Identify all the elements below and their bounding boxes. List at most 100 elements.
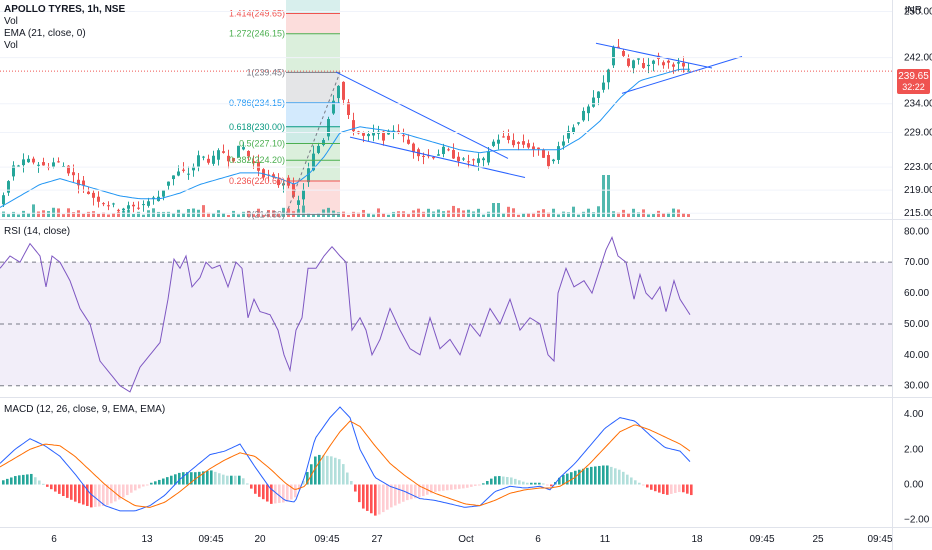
- volume-bar: [182, 213, 185, 217]
- volume-bar: [577, 214, 580, 217]
- candle-body: [672, 64, 675, 67]
- macd-histogram-bar: [266, 484, 269, 502]
- volume-bar: [527, 213, 530, 217]
- legend-ema[interactable]: EMA (21, close, 0): [4, 28, 86, 39]
- candle-body: [552, 159, 555, 162]
- macd-histogram-bar: [374, 484, 377, 516]
- macd-histogram-bar: [154, 481, 157, 485]
- volume-bar: [222, 213, 225, 217]
- candle-body: [302, 189, 305, 200]
- macd-histogram-bar: [558, 477, 561, 485]
- rsi-legend[interactable]: RSI (14, close): [4, 226, 71, 237]
- candle-body: [547, 155, 550, 167]
- macd-histogram-bar: [322, 455, 325, 485]
- macd-histogram-bar: [46, 484, 49, 487]
- volume-bar: [37, 211, 40, 217]
- volume-bar: [237, 214, 240, 217]
- volume-bar: [52, 207, 55, 217]
- macd-histogram-bar: [506, 476, 509, 485]
- volume-bar: [317, 213, 320, 217]
- macd-histogram-bar: [30, 473, 33, 485]
- candle-body: [632, 60, 635, 69]
- macd-histogram-bar: [94, 484, 97, 507]
- candle-body: [332, 100, 335, 114]
- macd-histogram-bar: [210, 470, 213, 485]
- fib-level-label: 0.5(227.10): [239, 139, 285, 149]
- macd-histogram-bar: [334, 457, 337, 485]
- macd-histogram-bar: [586, 467, 589, 485]
- volume-bar: [102, 212, 105, 217]
- volume-bar: [402, 211, 405, 217]
- macd-histogram-bar: [90, 484, 93, 508]
- candle-body: [542, 149, 545, 158]
- macd-legend[interactable]: MACD (12, 26, close, 9, EMA, EMA): [4, 404, 166, 415]
- macd-histogram-bar: [594, 466, 597, 485]
- macd-histogram-bar: [390, 484, 393, 508]
- currency-label[interactable]: INR: [905, 5, 922, 16]
- macd-axis[interactable]: 4.00 2.00 0.00 −2.00: [904, 409, 930, 526]
- time-axis[interactable]: 6 13 09:45 20 09:45 27 Oct 6 11 18 09:45 25 09:45: [51, 534, 893, 545]
- legend-vol[interactable]: Vol: [4, 16, 18, 27]
- candle-body: [177, 171, 180, 176]
- trendlines[interactable]: [335, 42, 743, 178]
- macd-histogram-bar: [278, 484, 281, 503]
- candle-body: [137, 207, 140, 209]
- candle-body: [197, 155, 200, 167]
- price-axis[interactable]: 250.00 242.00 234.00 229.00 223.00 219.00 215.…: [0, 7, 932, 220]
- macd-histogram-bar: [14, 476, 17, 485]
- macd-histogram-bar: [270, 484, 273, 504]
- rsi-axis[interactable]: 80.00 70.00 60.00 50.00 40.00 30.00: [904, 226, 929, 391]
- macd-histogram-bar: [118, 484, 121, 500]
- candle-body: [687, 70, 690, 72]
- candle-body: [497, 139, 500, 144]
- candle-body: [647, 64, 650, 67]
- volume-bar: [497, 203, 500, 217]
- candle-body: [262, 169, 265, 178]
- fib-level-label: 0.236(220.60): [229, 176, 285, 186]
- candle-body: [7, 181, 10, 193]
- candle-body: [457, 156, 460, 162]
- volume-bar: [687, 214, 690, 217]
- volume-bar: [367, 213, 370, 217]
- candle-body: [682, 62, 685, 67]
- time-tick-label: 25: [812, 534, 824, 545]
- macd-histogram-bar: [326, 455, 329, 485]
- macd-histogram-bar: [206, 470, 209, 485]
- volume-bar: [442, 211, 445, 217]
- candle-body: [57, 161, 60, 163]
- macd-histogram-bar: [306, 472, 309, 485]
- macd-histogram-bar: [294, 484, 297, 498]
- candle-body: [32, 158, 35, 163]
- macd-histogram-bar: [134, 484, 137, 491]
- candle-body: [122, 208, 125, 211]
- volume-bar: [592, 212, 595, 217]
- candle-body: [22, 159, 25, 166]
- macd-tick-label: 4.00: [904, 409, 924, 420]
- candle-body: [2, 195, 5, 205]
- trendline: [349, 136, 526, 178]
- volume-bar: [32, 204, 35, 217]
- candle-body: [612, 47, 615, 66]
- volume-bar: [287, 208, 290, 217]
- macd-histogram-bar: [534, 482, 537, 485]
- volume-bar: [562, 211, 565, 217]
- candle-body: [232, 157, 235, 162]
- volume-bar: [152, 208, 155, 217]
- fib-level-label: 0.382(224.20): [229, 155, 285, 165]
- macd-histogram-bar: [498, 476, 501, 485]
- symbol-title[interactable]: APOLLO TYRES, 1h, NSE: [4, 4, 126, 15]
- volume-bar: [17, 214, 20, 217]
- volume-bar: [612, 211, 615, 217]
- candle-body: [112, 203, 115, 205]
- volume-bars: [2, 175, 690, 217]
- legend-vol-2[interactable]: Vol: [4, 40, 18, 51]
- macd-histogram-bar: [34, 477, 37, 485]
- macd-histogram-bar: [478, 484, 481, 486]
- candle-body: [607, 69, 610, 83]
- candle-body: [437, 154, 440, 156]
- macd-histogram-bar: [470, 484, 473, 487]
- candle-body: [342, 81, 345, 100]
- volume-bar: [277, 213, 280, 217]
- volume-bar: [97, 213, 100, 217]
